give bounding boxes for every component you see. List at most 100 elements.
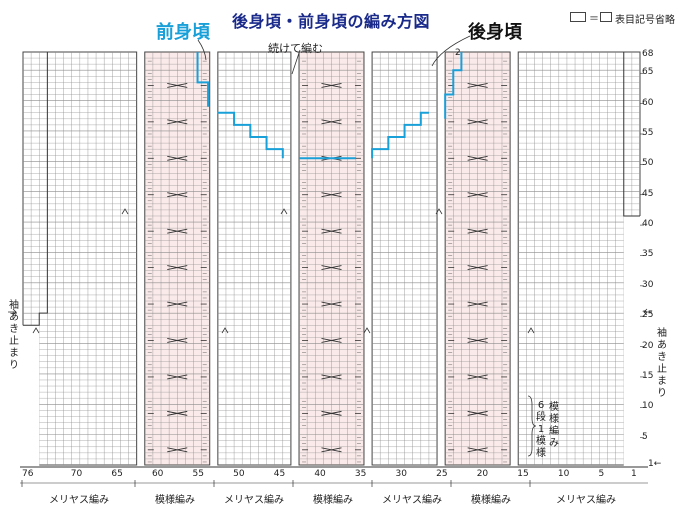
column-number-label: 35 xyxy=(354,469,367,479)
neckline-front-left xyxy=(217,111,284,159)
repeat-bracket xyxy=(527,395,537,457)
column-number-label: 30 xyxy=(395,469,407,479)
armhole-gap-right xyxy=(623,215,642,466)
back-body-label: 後身頃 xyxy=(468,22,522,43)
decrease-mark xyxy=(363,327,371,334)
row-number-label: 65 xyxy=(642,67,654,78)
cable-cross-symbol xyxy=(321,374,342,380)
cable-cross-symbol xyxy=(167,301,188,307)
cable-cross-symbol xyxy=(321,338,342,343)
row-number-label: 60 xyxy=(642,97,654,108)
back-label-leader xyxy=(431,35,471,67)
column-number-label: 1 xyxy=(630,469,637,479)
cable-cross-symbol xyxy=(321,447,342,453)
row-number-label: 15 xyxy=(642,370,654,381)
sleeve-arrow-right xyxy=(643,308,652,316)
decrease-mark xyxy=(121,208,129,215)
column-number-label: 10 xyxy=(557,469,570,479)
cable-cross-symbol xyxy=(321,228,342,234)
row-number-label: 20 xyxy=(642,340,654,351)
pattern-repeat-label-a: 模様編み xyxy=(549,402,559,449)
row-number-label: 25 xyxy=(642,310,654,321)
cable-cross-symbol xyxy=(167,338,188,343)
column-number-label: 45 xyxy=(273,469,286,479)
row-number-label: 50 xyxy=(642,158,654,169)
legend-text: 表目記号省略 xyxy=(615,15,675,26)
column-number-label: 55 xyxy=(192,469,204,479)
row-number-label: 40 xyxy=(642,219,654,230)
cable-cross-symbol xyxy=(167,192,188,198)
cable-cross-symbol xyxy=(467,82,488,88)
row-number-label: 68 xyxy=(642,49,654,60)
cable-cross-symbol xyxy=(467,374,488,380)
column-number-label: 60 xyxy=(151,469,164,479)
front-label-leader xyxy=(197,39,207,61)
cable-cross-symbol xyxy=(467,119,488,125)
cable-cross-symbol xyxy=(167,155,188,161)
decrease-mark xyxy=(435,208,443,215)
cable-cross-symbol xyxy=(167,410,188,416)
front-body-label: 前身頃 xyxy=(156,22,210,43)
column-number-label: 15 xyxy=(517,469,529,479)
decrease-mark xyxy=(221,327,229,334)
cable-cross-symbol xyxy=(167,447,188,453)
cable-cross-symbol xyxy=(467,447,488,453)
column-number-label: 25 xyxy=(436,469,448,479)
section-label: 模様編み xyxy=(471,495,511,506)
section-label: メリヤス編み xyxy=(49,495,109,506)
section-label: メリヤス編み xyxy=(224,495,284,506)
cable-cross-symbol xyxy=(467,301,488,307)
sleeve-arrow-left xyxy=(8,308,17,316)
section-label: メリヤス編み xyxy=(556,495,616,506)
decrease-mark xyxy=(32,327,40,334)
column-number-label: 20 xyxy=(476,469,489,479)
sleeve-opening-right-label: 袖あき止まり xyxy=(657,328,667,399)
legend-equals: ＝ xyxy=(589,14,599,25)
column-number-label: 50 xyxy=(233,469,245,479)
armhole-gap-left xyxy=(22,325,40,466)
row-number-label: 5 xyxy=(642,431,648,442)
cable-cross-symbol xyxy=(167,374,188,380)
cable-cross-symbol xyxy=(167,265,188,271)
column-number-label: 65 xyxy=(111,469,123,479)
section-label: 模様編み xyxy=(155,495,195,506)
legend-blank-box xyxy=(570,12,586,22)
neckline-front-right xyxy=(371,111,429,159)
top-stitch-number: 2 xyxy=(455,48,461,58)
decrease-mark xyxy=(280,208,288,215)
cable-cross-symbol xyxy=(167,119,188,125)
row-number-label: 55 xyxy=(642,127,654,138)
armhole-step-right xyxy=(623,52,640,217)
section-label: 模様編み xyxy=(313,495,353,506)
row-number-label: 30 xyxy=(642,279,654,290)
cable-cross-symbol xyxy=(167,82,188,88)
sleeve-opening-left-label: 袖あき止まり xyxy=(9,300,19,371)
column-number-label: 76 xyxy=(22,469,34,479)
cable-cross-symbol xyxy=(467,228,488,234)
column-number-label: 5 xyxy=(598,469,605,479)
cable-cross-symbol xyxy=(321,301,342,307)
cable-cross-symbol xyxy=(321,119,342,125)
continue-note-leader xyxy=(291,49,301,75)
cable-cross-symbol xyxy=(321,410,342,416)
cable-cross-symbol xyxy=(321,265,342,271)
cable-cross-symbol xyxy=(467,155,488,161)
continue-knit-note: 続けて編む xyxy=(268,42,323,55)
row-number-label: 35 xyxy=(642,249,654,260)
column-number-label: 40 xyxy=(314,469,326,479)
cable-cross-symbol xyxy=(467,265,488,271)
neckline-front-left-top xyxy=(196,52,210,107)
cable-cross-symbol xyxy=(467,338,488,343)
legend-knit-box xyxy=(600,12,612,22)
page-title: 後身頃・前身頃の編み方図 xyxy=(232,12,431,31)
row-number-label: 10 xyxy=(642,401,654,412)
decrease-mark xyxy=(527,327,535,334)
row-number-label: 45 xyxy=(642,188,654,199)
cable-cross-symbol xyxy=(321,192,342,198)
neckline-front-right-top xyxy=(444,52,463,119)
cable-cross-symbol xyxy=(467,410,488,416)
section-label: メリヤス編み xyxy=(382,495,442,506)
